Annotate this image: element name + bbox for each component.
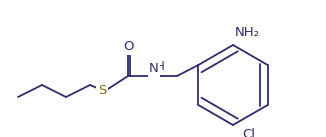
Text: Cl: Cl (243, 129, 256, 137)
Text: N: N (149, 62, 159, 75)
Text: S: S (98, 83, 106, 96)
Text: H: H (156, 59, 164, 72)
Text: O: O (123, 41, 133, 54)
Text: NH₂: NH₂ (234, 26, 259, 39)
